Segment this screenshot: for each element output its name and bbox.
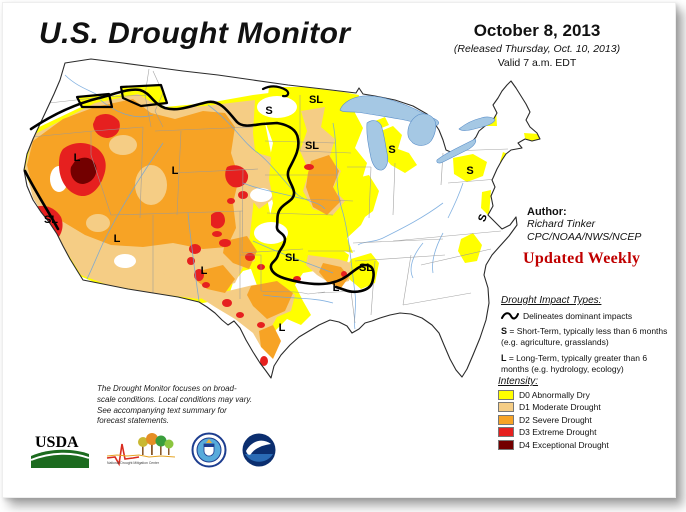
intensity-swatch-d2 [498,414,514,425]
ndmc-logo: National Drought Mitigation Center [106,433,176,467]
delineates-label: Delineates dominant impacts [523,311,633,321]
intensity-label: D4 Exceptional Drought [519,439,609,450]
intensity-item-d1: D1 Moderate Drought [498,402,609,412]
intensity-label: D3 Extreme Drought [519,427,597,437]
intensity-swatch-d4 [498,439,514,450]
intensity-label: D2 Severe Drought [519,414,592,425]
intensity-item-d2: D2 Severe Drought [498,414,609,425]
intensity-swatch-d1 [498,402,514,412]
intensity-label: D0 Abnormally Dry [519,389,590,400]
d4-nevada-blob [70,157,97,184]
intensity-item-d3: D3 Extreme Drought [498,427,609,437]
map-impact-label-sl-6: SL [43,214,59,226]
disclaimer-text: The Drought Monitor focuses on broad-sca… [97,384,253,426]
author-panel: Author: Richard Tinker CPC/NOAA/NWS/NCEP [527,206,641,243]
map-impact-label-s-13: S [466,165,474,177]
impact-legend-title: Drought Impact Types: [501,295,602,306]
svg-text:USDA: USDA [35,434,79,451]
map-impact-label-sl-2: SL [304,140,320,152]
intensity-legend: Intensity: D0 Abnormally Dry D1 Moderate … [498,376,609,450]
impact-types-legend: Drought Impact Types: Delineates dominan… [501,295,673,375]
intensity-item-d0: D0 Abnormally Dry [498,389,609,400]
author-name: Richard Tinker [527,218,596,230]
squiggle-line-icon [501,312,519,320]
agency-logos: USDA National Drought Mitigation Center [29,432,277,472]
us-drought-map [23,58,541,379]
map-impact-label-sl-9: SL [284,252,300,264]
ndmc-drought-line-icon [106,454,176,458]
release-date: (Released Thursday, Oct. 10, 2013) [453,43,621,55]
map-impact-label-sl-12: SL [358,262,374,274]
commerce-seal-icon [191,432,227,468]
author-label: Author: [527,206,567,218]
map-impact-label-l-10: L [278,322,286,334]
drought-monitor-page: S SL SL S L L SL L L SL L L SL S S U.S. Drought Monito… [2,2,676,498]
map-date: October 8, 2013 [473,21,601,40]
great-lakes [339,95,496,171]
impact-type-definitions: S = Short-Term, typically less than 6 mo… [501,326,673,375]
rivers-layer [64,74,464,330]
impact-type-s: S = Short-Term, typically less than 6 mo… [501,326,668,348]
intensity-rows: D0 Abnormally Dry D1 Moderate Drought D2 S… [498,389,609,450]
author-org: CPC/NOAA/NWS/NCEP [527,230,642,243]
map-impact-label-s-0: S [265,105,273,117]
date-panel: October 8, 2013 (Released Thursday, Oct.… [411,21,663,69]
impact-delineation-lines [23,83,375,294]
intensity-item-d4: D4 Exceptional Drought [498,439,609,450]
ndmc-trees-icon [138,433,174,455]
map-impact-label-sl-1: SL [308,94,324,106]
intensity-label: D1 Moderate Drought [519,402,601,412]
ndmc-ekg-line-icon [106,443,140,467]
page-title: U.S. Drought Monitor [39,17,351,50]
impact-type-l: L = Long-Term, typically greater than 6 … [501,352,648,375]
intensity-swatch-d3 [498,427,514,437]
updated-weekly-note: Updated Weekly [523,250,641,267]
intensity-swatch-d0 [498,389,514,400]
svg-text:National Drought Mitigation Ce: National Drought Mitigation Center [107,461,160,465]
valid-time: Valid 7 a.m. EDT [497,57,577,69]
map-impact-label-l-8: L [200,265,208,277]
intensity-legend-title: Intensity: [498,376,539,387]
usda-logo: USDA [30,434,90,468]
map-impact-label-l-4: L [73,152,81,164]
map-impact-label-l-7: L [113,233,121,245]
map-impact-label-l-11: L [332,282,340,294]
state-borders-layer [30,68,509,324]
map-impact-label-s-3: S [388,144,396,156]
delineates-row: Delineates dominant impacts [501,311,673,321]
map-impact-label-l-5: L [171,165,179,177]
noaa-logo-icon [242,433,276,467]
